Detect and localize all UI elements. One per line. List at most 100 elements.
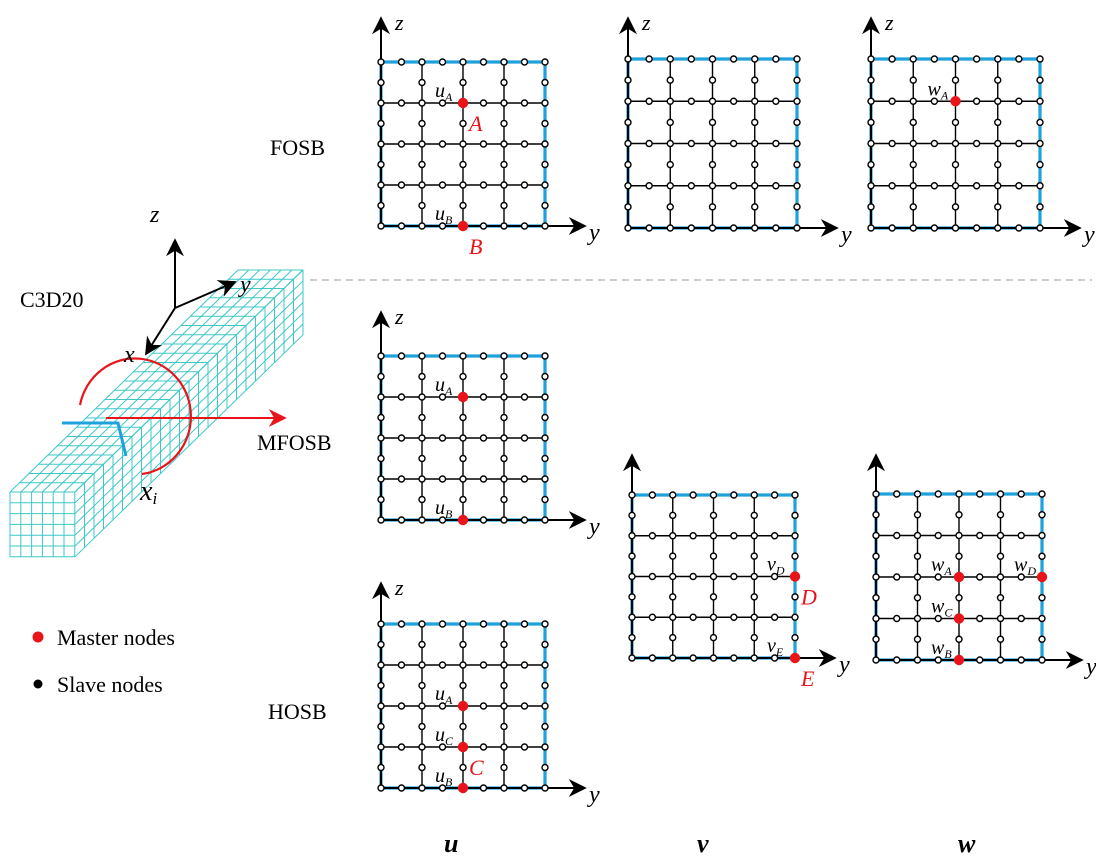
slave-node: [689, 572, 697, 581]
slave-node: [418, 181, 426, 189]
slave-node: [459, 681, 467, 690]
slave-node: [1036, 139, 1044, 148]
slave-node: [669, 654, 677, 662]
master-dof-sub: D: [1026, 564, 1036, 578]
slave-node: [418, 495, 426, 504]
slave-node: [438, 784, 447, 792]
slave-node: [951, 139, 960, 148]
slave-node: [994, 139, 1002, 148]
legend-slave-swatch: [33, 679, 43, 689]
slave-node: [520, 99, 529, 107]
slave-node: [459, 495, 467, 504]
slave-node: [669, 552, 677, 560]
panel-z-label: z: [641, 10, 651, 35]
master-node-label: A: [467, 111, 483, 136]
slave-node: [418, 640, 426, 649]
slave-node: [624, 55, 632, 63]
panel-y-label: y: [1084, 654, 1096, 680]
slave-node: [500, 58, 508, 66]
slave-node: [1036, 97, 1044, 105]
slave-node: [500, 516, 508, 524]
slave-node: [669, 491, 677, 499]
slave-node: [418, 99, 426, 107]
master-node: [457, 391, 469, 403]
row-label-fosb: FOSB: [270, 135, 325, 160]
slave-node: [397, 784, 406, 792]
master-node: [789, 571, 801, 582]
slave-node: [377, 475, 385, 483]
slave-node: [913, 594, 922, 602]
slave-node: [996, 614, 1005, 623]
slave-node: [520, 475, 529, 483]
slave-node: [624, 76, 632, 84]
master-node-label: B: [469, 234, 482, 259]
slave-node: [459, 119, 467, 128]
slave-node: [377, 58, 385, 66]
slave-node: [377, 201, 385, 210]
slave-node: [955, 490, 963, 498]
slave-node: [729, 55, 738, 63]
element-type-label: C3D20: [20, 287, 84, 312]
slave-node: [751, 76, 759, 84]
master-dof-sub: E: [775, 645, 784, 659]
slave-node: [751, 203, 759, 211]
panel-fosb-w: z y wA: [862, 10, 1095, 248]
slave-node: [520, 661, 529, 669]
model-y-axis: [174, 280, 237, 309]
panel-z-label: z: [394, 304, 404, 329]
slave-node: [500, 434, 508, 442]
slave-node: [541, 640, 549, 649]
slave-node: [772, 224, 780, 232]
slave-node: [872, 614, 880, 623]
slave-node: [666, 182, 674, 190]
slave-node: [541, 222, 549, 230]
slave-node: [934, 531, 942, 540]
slave-node: [418, 119, 426, 128]
slave-node: [628, 511, 636, 520]
slave-node: [418, 78, 426, 87]
slave-node: [708, 118, 717, 127]
master-dof-sub: A: [943, 564, 952, 578]
slave-node: [791, 593, 799, 601]
column-label-v: v: [697, 829, 709, 858]
slave-node: [628, 491, 636, 499]
slave-node: [909, 76, 917, 84]
master-dof-label: uC: [435, 724, 454, 748]
slave-node: [418, 620, 426, 628]
slave-node: [930, 224, 939, 232]
slave-node: [418, 784, 426, 792]
slave-node: [377, 640, 385, 649]
slave-node: [418, 454, 426, 463]
section-arc: [78, 357, 192, 476]
slave-node: [996, 511, 1005, 519]
master-dof-label: wD: [1014, 554, 1036, 578]
slave-node: [628, 613, 636, 621]
column-label-w: w: [958, 829, 976, 858]
master-dof-var: u: [435, 374, 445, 396]
slave-node: [909, 55, 917, 63]
master-dof-var: w: [931, 637, 945, 659]
slave-node: [377, 722, 385, 731]
slave-node: [500, 99, 508, 107]
slave-node: [709, 593, 718, 601]
slave-node: [438, 620, 447, 628]
slave-node: [793, 118, 801, 127]
slave-node: [972, 97, 981, 105]
master-node: [789, 652, 801, 664]
slave-node: [418, 702, 426, 710]
master-dof-sub: B: [445, 507, 453, 521]
slave-node: [872, 594, 880, 602]
master-node: [457, 741, 469, 753]
slave-node: [397, 620, 406, 628]
slave-node: [628, 572, 636, 581]
slave-node: [418, 372, 426, 381]
slave-node: [666, 160, 674, 169]
master-dof-var: v: [767, 635, 776, 657]
master-node: [953, 654, 965, 666]
slave-node: [541, 454, 549, 463]
slave-node: [418, 434, 426, 442]
slave-node: [500, 475, 508, 483]
slave-node: [397, 434, 406, 442]
slave-node: [888, 182, 896, 190]
slave-node: [909, 118, 917, 127]
